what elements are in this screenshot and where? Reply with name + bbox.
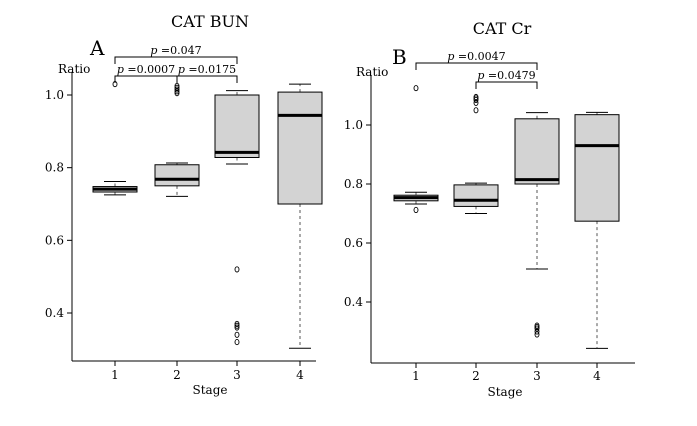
significance-bracket: p =0.047 [114,44,238,64]
x-tick-label: 4 [593,369,601,383]
box-stage-3 [514,112,560,338]
panel-label: A [89,36,105,60]
box-stage-2 [154,82,200,197]
significance-bracket: p =0.0175 [176,63,238,83]
x-tick-label: 2 [472,369,480,383]
x-tick-label: 2 [173,368,181,382]
y-tick-label: 1.0 [344,118,363,132]
outlier-point [413,85,419,92]
p-value-label: p =0.047 [150,44,201,57]
outlier-point [534,325,540,332]
x-tick-label: 4 [296,368,304,382]
x-tick-label: 1 [412,369,420,383]
outlier-point [534,331,540,338]
outlier-point [234,324,240,331]
y-tick-label: 0.6 [45,233,64,247]
x-axis-label: Stage [193,383,228,397]
box-stage-2 [453,93,499,214]
bracket-line [176,75,238,83]
x-tick-label: 3 [533,369,541,383]
x-tick-label: 3 [233,368,241,382]
y-axis-label: Ratio [58,62,90,76]
outlier-point [174,82,180,89]
y-tick-label: 1.0 [45,88,64,102]
box-stage-4 [574,111,620,349]
chart-title: CAT BUN [171,12,249,31]
box-iqr [154,164,200,187]
outlier-point [473,93,479,101]
bracket-line [114,75,178,83]
outlier-point [234,339,240,346]
bracket-line [114,56,238,64]
outlier-point [473,107,479,114]
x-tick-label: 1 [111,368,119,382]
box-iqr [574,114,620,222]
significance-bracket: p =0.0479 [475,69,538,89]
box-stage-1 [92,81,138,196]
box-iqr [214,94,260,158]
plot-area: 0.4 0.6 0.8 1.0 1 2 3 4 p =0.047 p =0.0007 p =0.01… [45,44,323,382]
outlier-point [473,99,479,106]
p-value-label: p =0.0007 [117,63,175,76]
box-stage-3 [214,90,260,346]
y-tick-label: 0.4 [344,295,363,309]
panel-label: B [392,45,407,69]
y-tick-label: 0.8 [45,161,64,175]
y-tick-label: 0.6 [344,236,363,250]
box-iqr [514,118,560,185]
outlier-point [413,206,419,214]
panel-a: CAT BUN A Ratio Stage 0.4 0.6 0.8 1.0 1 2 3 4 p … [45,12,323,397]
significance-bracket: p =0.0007 [114,63,178,83]
box-stage-4 [277,83,323,349]
p-value-label: p =0.0047 [447,50,505,63]
x-axis-label: Stage [488,385,523,399]
box-iqr [453,184,499,207]
outlier-point [234,331,240,338]
y-tick-label: 0.4 [45,306,64,320]
box-iqr [277,91,323,205]
plot-area: 0.4 0.6 0.8 1.0 1 2 3 4 p =0.0047 p =0.0479 [344,50,635,383]
p-value-label: p =0.0175 [178,63,236,76]
y-tick-label: 0.8 [344,177,363,191]
y-axis-label: Ratio [356,65,388,79]
outlier-point [234,266,240,273]
panel-b: CAT Cr B Ratio Stage 0.4 0.6 0.8 1.0 1 2 3 4 p =… [344,19,635,399]
bracket-line [415,62,538,70]
bracket-line [475,81,538,89]
significance-bracket: p =0.0047 [415,50,538,70]
p-value-label: p =0.0479 [477,69,535,82]
box-stage-1 [393,85,439,214]
chart-title: CAT Cr [473,19,532,38]
outlier-point [534,328,540,335]
